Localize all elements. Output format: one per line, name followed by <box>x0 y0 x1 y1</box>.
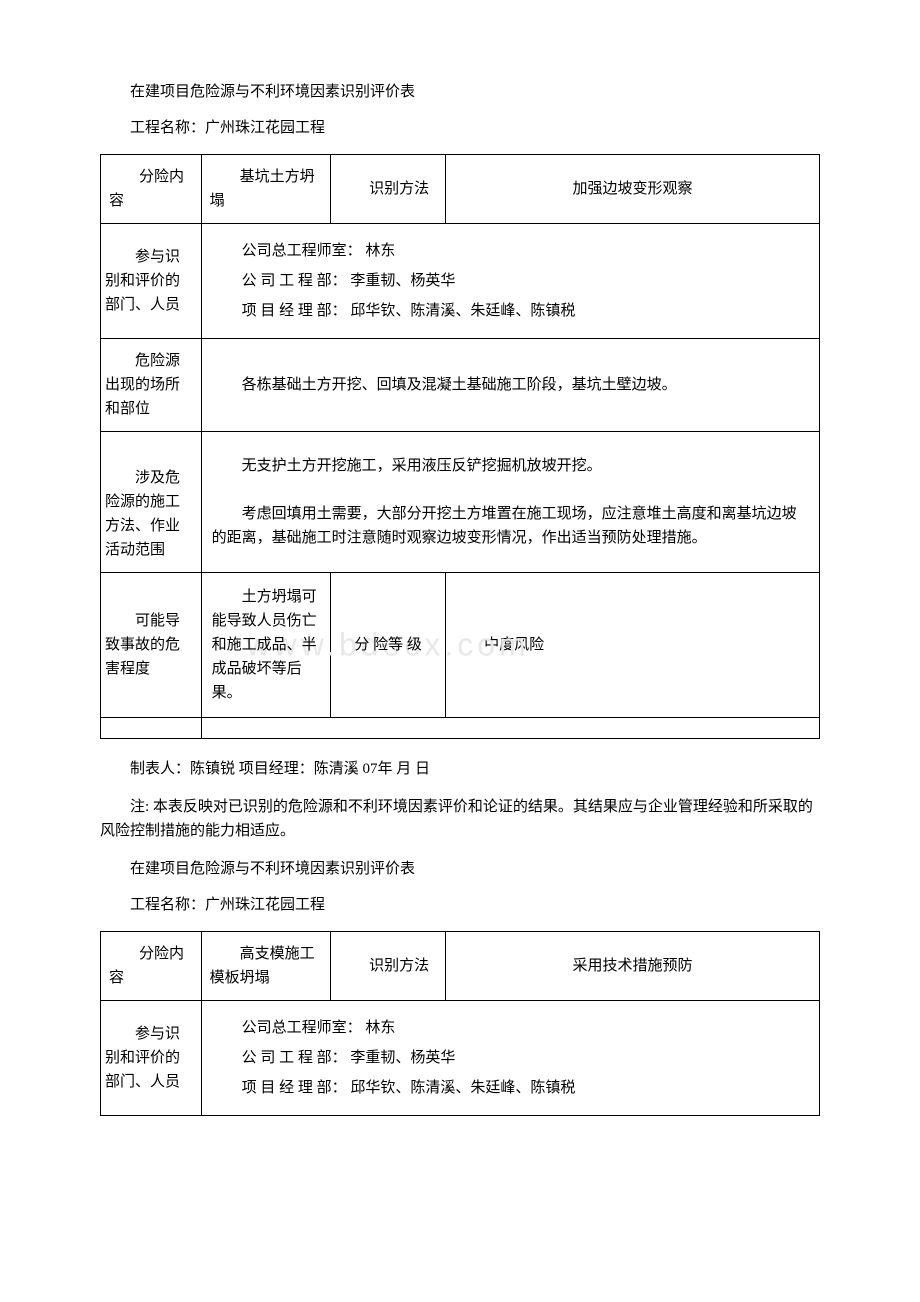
participant-line: 公 司 工 程 部： 李重韧、杨英华 <box>212 1043 809 1073</box>
table-row: 分险内容 基坑土方坍塌 识别方法 加强边坡变形观察 <box>101 155 820 224</box>
table-row <box>101 718 820 739</box>
hazard-value: 高支模施工模板坍塌 <box>201 932 330 1001</box>
risk-level-label: www.bdocx.com 分 险等 级 <box>331 573 446 718</box>
section1-title: 在建项目危险源与不利环境因素识别评价表 <box>100 80 820 104</box>
table-row: 可能导致事故的危害程度 土方坍塌可能导致人员伤亡和施工成品、半成品破坏等后果。 … <box>101 573 820 718</box>
section1-note: 注: 本表反映对已识别的危险源和不利环境因素评价和论证的结果。其结果应与企业管理… <box>100 795 820 843</box>
table-row: 涉及危险源的施工方法、作业活动范围 无支护土方开挖施工，采用液压反铲挖掘机放坡开… <box>101 432 820 573</box>
section2-title: 在建项目危险源与不利环境因素识别评价表 <box>100 857 820 881</box>
method-value: 采用技术措施预防 <box>446 932 820 1001</box>
empty-cell <box>201 718 819 739</box>
project-name-value: 广州珠江花园工程 <box>205 120 325 136</box>
participant-line: 公司总工程师室： 林东 <box>212 236 809 266</box>
table-row: 参与识别和评价的部门、人员 公司总工程师室： 林东 公 司 工 程 部： 李重韧… <box>101 224 820 339</box>
project-label: 工程名称： <box>130 120 205 136</box>
risk-level-value: 中度风险 <box>446 573 820 718</box>
harm-label: 可能导致事故的危害程度 <box>101 573 202 718</box>
section1-project: 工程名称：广州珠江花园工程 <box>100 116 820 140</box>
methods-line: 考虑回填用土需要，大部分开挖土方堆置在施工现场，应注意堆土高度和离基坑边坡的距离… <box>212 502 809 550</box>
empty-cell <box>101 718 202 739</box>
participant-line: 公 司 工 程 部： 李重韧、杨英华 <box>212 266 809 296</box>
methods-content: 无支护土方开挖施工，采用液压反铲挖掘机放坡开挖。 考虑回填用土需要，大部分开挖土… <box>201 432 819 573</box>
risk-content-label: 分险内容 <box>101 155 202 224</box>
participant-line: 公司总工程师室： 林东 <box>212 1013 809 1043</box>
location-text: 各栋基础土方开挖、回填及混凝土基础施工阶段，基坑土壁边坡。 <box>212 373 809 397</box>
method-value: 加强边坡变形观察 <box>446 155 820 224</box>
participant-line: 项 目 经 理 部： 邱华钦、陈清溪、朱廷峰、陈镇税 <box>212 296 809 326</box>
risk-content-label: 分险内容 <box>101 932 202 1001</box>
project-label: 工程名称： <box>130 897 205 913</box>
method-label: 识别方法 <box>331 155 446 224</box>
methods-line: 无支护土方开挖施工，采用液压反铲挖掘机放坡开挖。 <box>212 454 809 478</box>
location-content: 各栋基础土方开挖、回填及混凝土基础施工阶段，基坑土壁边坡。 <box>201 339 819 432</box>
harm-content: 土方坍塌可能导致人员伤亡和施工成品、半成品破坏等后果。 <box>201 573 330 718</box>
hazard-value: 基坑土方坍塌 <box>201 155 330 224</box>
participants-content: 公司总工程师室： 林东 公 司 工 程 部： 李重韧、杨英华 项 目 经 理 部… <box>201 1001 819 1116</box>
participants-label: 参与识别和评价的部门、人员 <box>101 1001 202 1116</box>
table-row: 参与识别和评价的部门、人员 公司总工程师室： 林东 公 司 工 程 部： 李重韧… <box>101 1001 820 1116</box>
section2-project: 工程名称：广州珠江花园工程 <box>100 893 820 917</box>
evaluation-table-1: 分险内容 基坑土方坍塌 识别方法 加强边坡变形观察 参与识别和评价的部门、人员 … <box>100 154 820 739</box>
methods-label: 涉及危险源的施工方法、作业活动范围 <box>101 432 202 573</box>
participants-content: 公司总工程师室： 林东 公 司 工 程 部： 李重韧、杨英华 项 目 经 理 部… <box>201 224 819 339</box>
location-label: 危险源出现的场所和部位 <box>101 339 202 432</box>
section1-footer: 制表人：陈镇锐 项目经理：陈清溪 07年 月 日 <box>100 757 820 781</box>
evaluation-table-2: 分险内容 高支模施工模板坍塌 识别方法 采用技术措施预防 参与识别和评价的部门、… <box>100 931 820 1116</box>
table-row: 分险内容 高支模施工模板坍塌 识别方法 采用技术措施预防 <box>101 932 820 1001</box>
participant-line: 项 目 经 理 部： 邱华钦、陈清溪、朱廷峰、陈镇税 <box>212 1073 809 1103</box>
table-row: 危险源出现的场所和部位 各栋基础土方开挖、回填及混凝土基础施工阶段，基坑土壁边坡… <box>101 339 820 432</box>
method-label: 识别方法 <box>331 932 446 1001</box>
project-name-value: 广州珠江花园工程 <box>205 897 325 913</box>
participants-label: 参与识别和评价的部门、人员 <box>101 224 202 339</box>
